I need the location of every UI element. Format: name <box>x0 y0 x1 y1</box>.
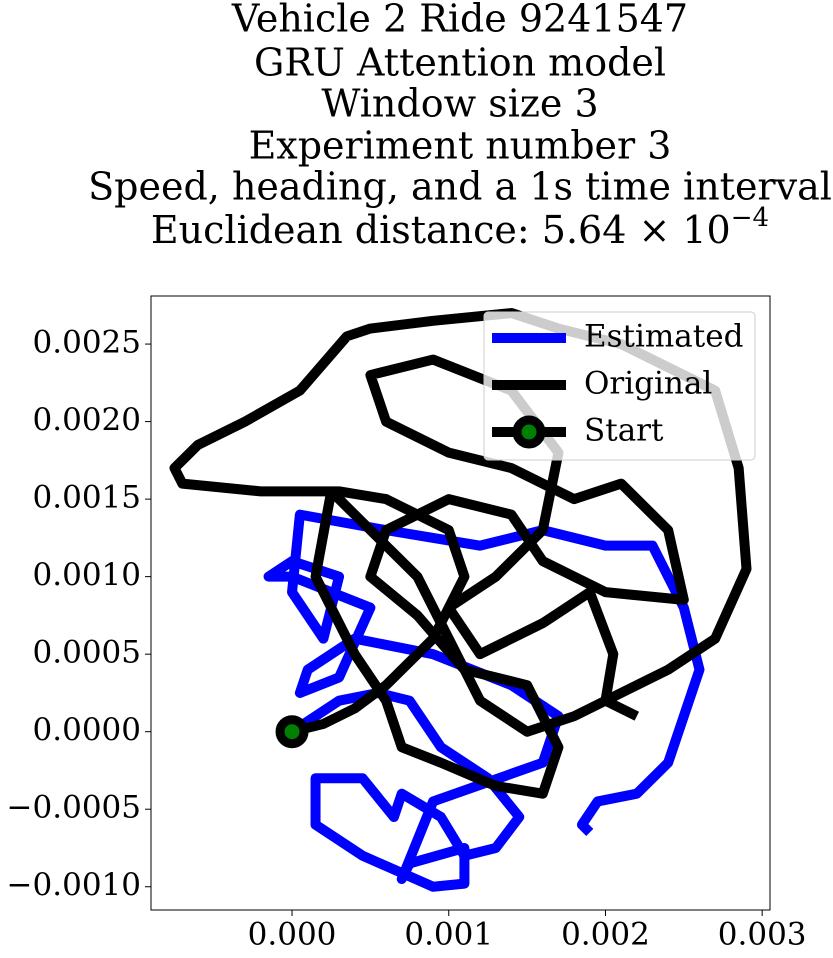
y-tick-label: 0.0020 <box>33 402 141 438</box>
plot-area <box>169 308 752 892</box>
title-math-text: Euclidean distance: 5.64 × 10 <box>151 208 731 252</box>
x-tick-label: 0.001 <box>404 917 493 953</box>
y-tick-label: −0.0005 <box>7 790 141 826</box>
trajectory-line <box>169 308 752 799</box>
y-tick-label: 0.0015 <box>33 480 141 516</box>
chart-title: Experiment number 3 <box>249 124 672 168</box>
x-tick-label: 0.002 <box>561 917 650 953</box>
axes-frame <box>150 295 771 911</box>
y-tick-label: −0.0010 <box>7 867 141 903</box>
start-marker <box>275 715 309 749</box>
legend-box <box>483 311 756 461</box>
chart-title: Speed, heading, and a 1s time interval <box>88 165 832 209</box>
legend-label: Estimated <box>584 319 743 355</box>
legend-label: Start <box>584 413 664 449</box>
y-tick-label: 0.0005 <box>33 635 141 671</box>
y-tick-label: 0.0010 <box>33 557 141 593</box>
legend-label: Original <box>584 366 712 402</box>
title-math-exponent: −4 <box>731 203 769 233</box>
y-tick-label: 0.0025 <box>33 325 141 361</box>
chart-title: GRU Attention model <box>254 41 666 85</box>
legend-marker <box>512 415 546 449</box>
chart-title: Window size 3 <box>321 82 598 126</box>
x-tick-label: 0.000 <box>248 917 337 953</box>
chart-title: Vehicle 2 Ride 9241547 <box>231 0 688 41</box>
y-tick-label: 0.0000 <box>33 712 141 748</box>
x-tick-label: 0.003 <box>718 917 807 953</box>
chart-title-math: Euclidean distance: 5.64 × 10−4 <box>151 203 769 252</box>
